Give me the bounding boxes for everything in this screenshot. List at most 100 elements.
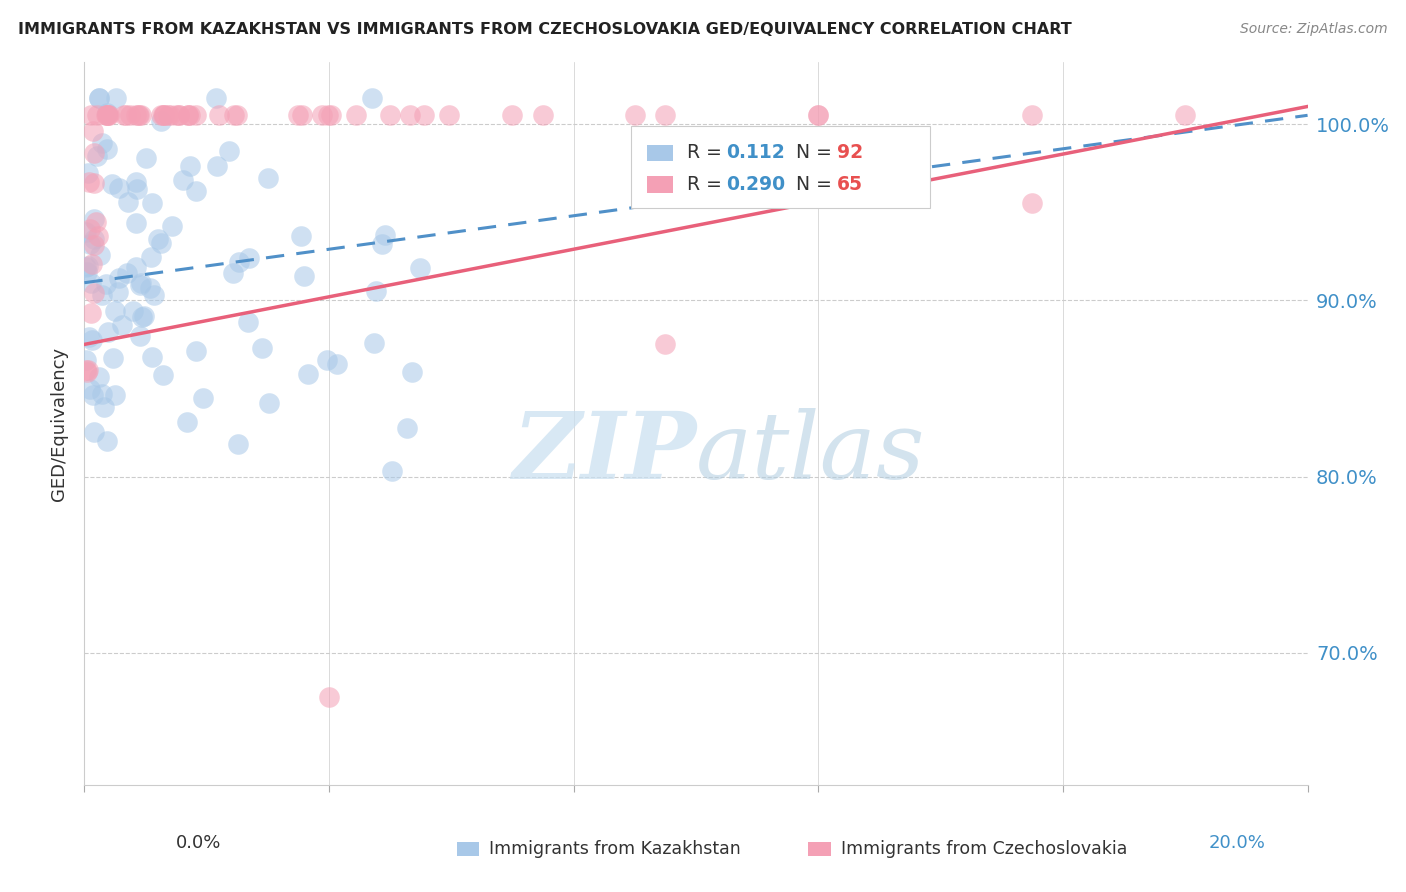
Point bbox=[172, 172, 194, 186]
Point bbox=[193, 391, 215, 405]
Point bbox=[141, 351, 163, 365]
Point bbox=[157, 108, 180, 122]
Point bbox=[177, 108, 200, 122]
Point bbox=[149, 236, 172, 251]
Point bbox=[108, 181, 131, 195]
Point bbox=[75, 352, 97, 367]
Point bbox=[184, 108, 207, 122]
Point bbox=[83, 145, 105, 160]
Point bbox=[409, 260, 432, 275]
Point bbox=[83, 177, 105, 191]
Point bbox=[115, 266, 138, 280]
Point bbox=[228, 437, 250, 451]
Point bbox=[122, 304, 145, 318]
Point bbox=[236, 314, 259, 328]
Point bbox=[311, 108, 333, 122]
Point bbox=[79, 382, 101, 396]
Point bbox=[167, 108, 190, 122]
Point bbox=[75, 260, 97, 274]
Point bbox=[124, 175, 146, 189]
Point bbox=[318, 690, 340, 704]
Point bbox=[531, 108, 554, 122]
Point bbox=[91, 288, 114, 302]
Point bbox=[83, 238, 105, 252]
Point bbox=[138, 281, 160, 295]
Point bbox=[124, 108, 146, 122]
Point bbox=[228, 255, 250, 269]
Point bbox=[146, 232, 169, 246]
Point bbox=[141, 196, 163, 211]
Point bbox=[77, 259, 100, 273]
Text: 65: 65 bbox=[838, 175, 863, 194]
Point bbox=[129, 276, 152, 290]
Text: Immigrants from Czechoslovakia: Immigrants from Czechoslovakia bbox=[841, 840, 1128, 858]
Point bbox=[238, 251, 260, 265]
Point bbox=[76, 265, 98, 279]
Point bbox=[90, 136, 112, 151]
Point bbox=[125, 182, 148, 196]
Point bbox=[127, 108, 149, 122]
Point bbox=[82, 388, 104, 402]
Point bbox=[96, 434, 118, 448]
Point bbox=[297, 367, 319, 381]
Y-axis label: GED/Equivalency: GED/Equivalency bbox=[51, 347, 69, 500]
Point bbox=[128, 277, 150, 292]
Point bbox=[257, 396, 280, 410]
Point bbox=[75, 225, 97, 239]
Point bbox=[83, 286, 105, 301]
Text: 0.112: 0.112 bbox=[725, 144, 785, 162]
Text: R =: R = bbox=[688, 175, 728, 194]
Point bbox=[77, 175, 100, 189]
Point bbox=[107, 285, 129, 300]
Point bbox=[83, 211, 105, 226]
Point bbox=[96, 106, 118, 120]
Point bbox=[97, 108, 120, 122]
Point bbox=[83, 232, 105, 246]
Point bbox=[152, 108, 174, 122]
Point bbox=[179, 159, 201, 173]
Point bbox=[94, 277, 117, 291]
Point bbox=[380, 108, 402, 122]
Point bbox=[120, 108, 142, 122]
Point bbox=[79, 222, 101, 236]
Point bbox=[184, 343, 207, 358]
Point bbox=[1021, 196, 1043, 211]
Point bbox=[401, 365, 423, 379]
Text: 0.290: 0.290 bbox=[725, 175, 786, 194]
Point bbox=[150, 108, 173, 122]
Point bbox=[96, 108, 118, 122]
Point bbox=[1021, 108, 1043, 122]
Point bbox=[86, 149, 108, 163]
Text: 92: 92 bbox=[838, 144, 863, 162]
Point bbox=[363, 336, 385, 351]
Point bbox=[79, 236, 101, 251]
Point bbox=[208, 108, 231, 122]
Point bbox=[77, 166, 100, 180]
Point bbox=[654, 337, 676, 351]
Point bbox=[112, 108, 135, 122]
Point bbox=[152, 368, 174, 383]
Point bbox=[502, 108, 524, 122]
Point bbox=[321, 108, 343, 122]
Point bbox=[104, 388, 127, 402]
Point bbox=[361, 91, 384, 105]
Point bbox=[98, 108, 121, 122]
Point bbox=[205, 91, 228, 105]
Point bbox=[807, 108, 830, 122]
Point bbox=[82, 257, 104, 271]
Point bbox=[80, 276, 103, 290]
Text: Source: ZipAtlas.com: Source: ZipAtlas.com bbox=[1240, 22, 1388, 37]
Point bbox=[124, 260, 146, 274]
Point bbox=[86, 108, 108, 122]
Point bbox=[141, 250, 163, 264]
Point bbox=[83, 425, 105, 439]
Point bbox=[150, 113, 173, 128]
Point bbox=[86, 229, 108, 244]
Point bbox=[290, 228, 312, 243]
Point bbox=[624, 108, 647, 122]
Point bbox=[77, 329, 100, 343]
Point bbox=[108, 270, 131, 285]
Point bbox=[97, 325, 120, 339]
Point bbox=[80, 306, 103, 320]
Point bbox=[87, 369, 110, 384]
